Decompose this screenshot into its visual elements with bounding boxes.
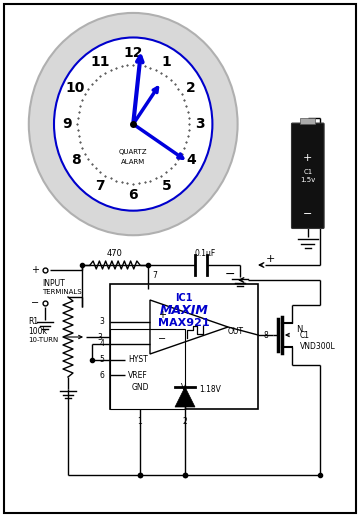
Text: VREF: VREF [128, 371, 148, 379]
Ellipse shape [54, 37, 212, 211]
Bar [110, 329, 185, 409]
Text: N: N [296, 325, 302, 333]
Text: OUT: OUT [228, 327, 244, 336]
Text: V-: V- [181, 383, 189, 391]
Text: IC1: IC1 [175, 293, 193, 303]
Text: R1: R1 [28, 317, 38, 327]
Text: 1: 1 [138, 417, 142, 425]
Text: 8: 8 [71, 153, 80, 167]
Text: QUARTZ: QUARTZ [119, 149, 148, 155]
Text: 7: 7 [152, 271, 157, 281]
Text: −: − [31, 298, 39, 308]
Text: 3: 3 [195, 117, 204, 131]
Text: +: + [158, 310, 166, 320]
Text: +: + [303, 153, 312, 163]
Text: ALARM: ALARM [121, 159, 145, 165]
Text: C1
1.5v: C1 1.5v [300, 169, 315, 183]
Text: 6: 6 [129, 188, 138, 203]
Text: 8: 8 [263, 330, 268, 340]
Text: 9: 9 [62, 117, 71, 131]
Text: GND: GND [131, 383, 149, 391]
Text: 4: 4 [186, 153, 196, 167]
Text: −: − [158, 334, 166, 344]
Text: 100k: 100k [28, 327, 47, 336]
Text: 5: 5 [162, 179, 171, 193]
Text: −: − [303, 209, 312, 219]
Text: 470: 470 [107, 249, 123, 257]
Text: −: − [225, 267, 235, 281]
Text: 11: 11 [90, 55, 110, 69]
Text: 1.18V: 1.18V [199, 385, 221, 393]
Text: 2: 2 [186, 81, 196, 96]
Text: 10-TURN: 10-TURN [28, 337, 58, 343]
Text: TERMINALS: TERMINALS [42, 289, 82, 295]
Text: 10: 10 [66, 81, 85, 96]
Text: 12: 12 [123, 45, 143, 60]
FancyBboxPatch shape [292, 123, 324, 229]
Text: MAXIM: MAXIM [159, 303, 208, 316]
Text: 2: 2 [183, 417, 187, 425]
Text: 5: 5 [99, 356, 104, 364]
Text: C1
VND300L: C1 VND300L [300, 331, 336, 351]
Text: 3: 3 [97, 332, 102, 342]
Text: 4: 4 [99, 340, 104, 348]
Text: 6: 6 [99, 371, 104, 379]
Ellipse shape [29, 13, 238, 235]
Text: 0.1μF: 0.1μF [194, 249, 216, 257]
Text: HYST: HYST [128, 356, 148, 364]
Bar [300, 118, 315, 124]
Text: 7: 7 [95, 179, 105, 193]
Text: 1: 1 [162, 55, 171, 69]
Text: INPUT: INPUT [42, 279, 65, 287]
Polygon shape [175, 387, 195, 407]
Text: +: + [265, 254, 275, 264]
Bar [110, 284, 258, 409]
Text: 3: 3 [99, 317, 104, 327]
Text: +: + [31, 265, 39, 275]
Text: MAX921: MAX921 [158, 318, 210, 328]
